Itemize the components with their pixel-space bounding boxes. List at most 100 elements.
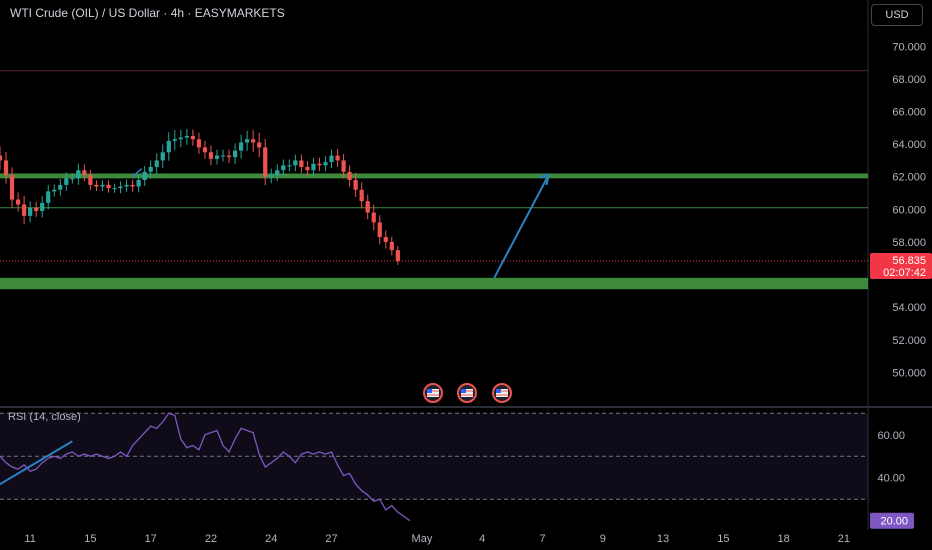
candle-body [160,152,165,161]
candle [263,138,268,186]
candle [160,144,165,169]
candle-body [371,212,376,223]
candle [226,149,232,164]
candle [106,180,111,193]
candle-body [58,184,63,190]
candle [124,179,129,192]
candle [335,149,340,167]
time-axis-label: 27 [325,533,337,545]
price-axis-label: 66.000 [892,107,926,119]
candle-body [40,202,45,211]
currency-button[interactable]: USD [871,4,923,26]
time-axis-label: 18 [777,533,789,545]
price-badge-value: 56.835 [892,255,926,267]
candle-body [214,155,220,159]
price-axis-label: 50.000 [892,367,926,379]
time-axis-label: 15 [717,533,729,545]
candle-body [106,184,111,189]
candle [275,164,280,181]
candle [293,154,298,172]
candle-body [190,135,195,140]
candle-body [305,166,310,171]
candle-body [245,139,250,143]
candle [184,128,189,145]
candle [317,157,322,172]
candle-body [88,175,93,185]
candle [130,179,135,192]
candle [166,132,171,161]
candle-body [239,142,244,151]
candle-body [124,184,129,187]
candle [239,134,244,159]
candle [353,172,358,197]
candle [15,192,21,212]
time-axis-label: 17 [145,533,157,545]
projection-arrow-head [539,173,550,186]
candle-body [335,155,340,161]
candle [305,161,310,177]
candle-body [311,163,316,171]
time-axis-label: 22 [205,533,217,545]
candle-body [196,139,202,148]
us-flag-icon [492,383,512,403]
candle-body [208,152,214,159]
candle-body [365,201,370,213]
time-axis-label: 9 [600,533,606,545]
candle [323,156,328,172]
candle [112,183,117,193]
time-axis-label: 11 [24,533,35,545]
candle-body [82,170,87,176]
candle-body [154,160,159,167]
candle [196,132,202,154]
candle-body [359,189,364,202]
candle-body [28,207,33,216]
candle-body [269,175,274,177]
rsi-axis-label: 40.00 [877,473,905,485]
candle-body [341,160,346,172]
candle-body [299,160,304,167]
candle-body [70,178,75,180]
time-axis-label: 4 [479,533,485,545]
time-axis-label: 13 [657,533,669,545]
us-flag-icon [457,383,477,403]
projection-arrow-line [493,174,550,279]
candle [395,246,400,265]
candle-body [15,199,21,205]
candle [40,196,45,218]
candle-body [52,189,57,192]
candle [214,149,220,165]
candle-body [287,165,292,167]
candle [28,201,33,223]
candle-body [94,184,99,187]
rsi-trend-line [0,440,73,486]
candle-body [226,155,232,158]
candle [329,149,334,168]
candle-body [166,140,171,153]
candle [269,168,274,184]
candle [251,130,256,152]
candle [148,160,153,179]
candle [94,180,99,192]
price-badge [870,252,932,279]
candle-body [329,155,334,163]
candle [299,154,304,173]
candle-body [383,237,388,242]
candle [377,215,382,245]
rsi-badge [870,512,914,529]
candle [22,195,27,225]
candle [58,179,63,196]
zone-62 [0,173,868,179]
candle-body [251,139,256,143]
time-axis-label: 21 [838,533,850,545]
candle-body [172,139,177,141]
candle [190,129,195,146]
candle-body [263,147,268,177]
candle-body [64,178,69,185]
candle [359,182,364,209]
candle-body [46,191,51,203]
candle-body [142,171,147,180]
price-axis-label: 62.000 [892,172,926,184]
time-axis-label: 15 [84,533,96,545]
candle [64,172,69,191]
